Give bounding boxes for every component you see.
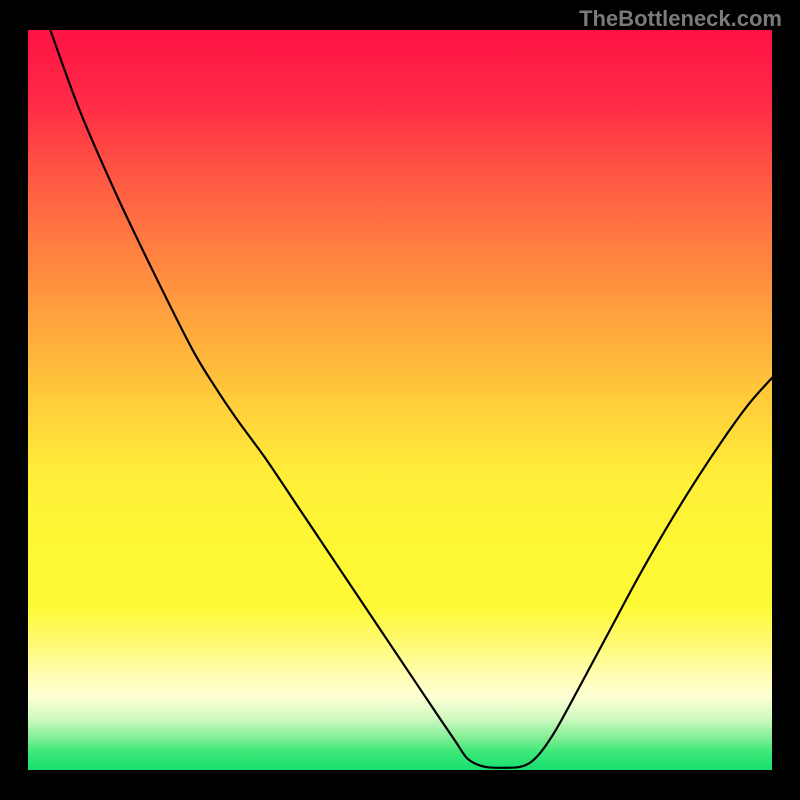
plot-area — [28, 30, 772, 770]
watermark-text: TheBottleneck.com — [579, 6, 782, 32]
chart-container: TheBottleneck.com — [0, 0, 800, 800]
plot-svg — [28, 30, 772, 770]
